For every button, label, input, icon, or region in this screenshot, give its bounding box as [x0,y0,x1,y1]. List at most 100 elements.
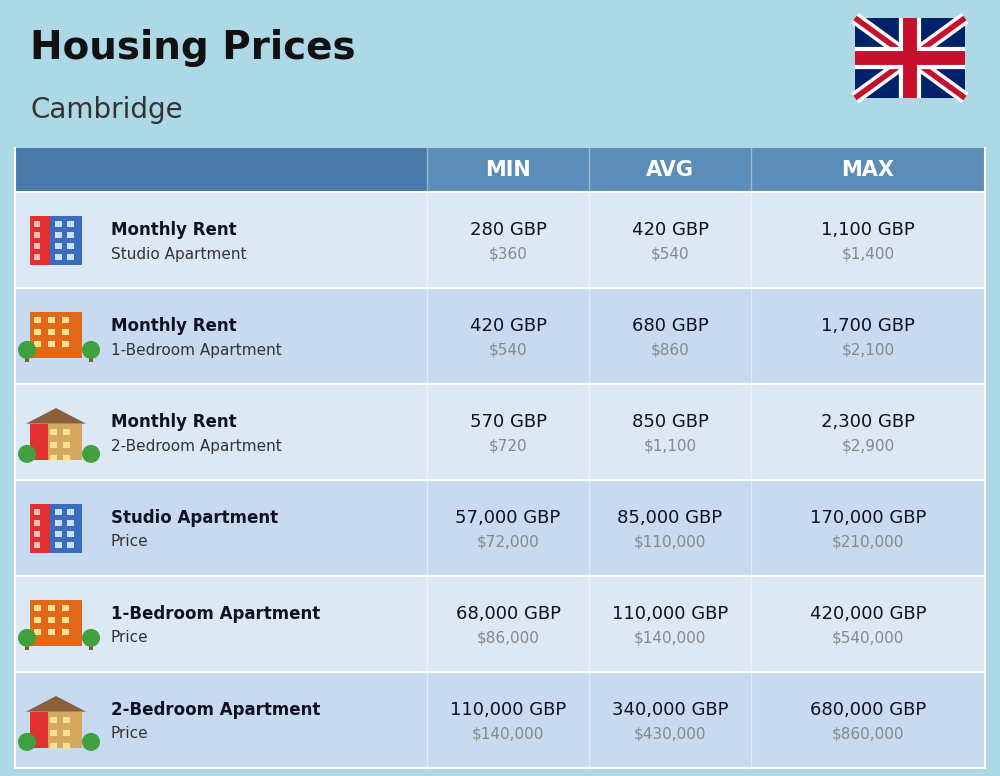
FancyBboxPatch shape [50,455,57,461]
FancyBboxPatch shape [62,629,69,635]
FancyBboxPatch shape [34,329,41,335]
Text: $540: $540 [651,247,689,262]
Circle shape [18,629,36,647]
Text: 110,000 GBP: 110,000 GBP [450,701,566,719]
Text: 1-Bedroom Apartment: 1-Bedroom Apartment [111,605,320,623]
Text: 420,000 GBP: 420,000 GBP [810,605,926,623]
Circle shape [82,445,100,463]
FancyBboxPatch shape [63,729,70,736]
FancyBboxPatch shape [30,424,82,460]
FancyBboxPatch shape [34,542,40,548]
FancyBboxPatch shape [15,576,985,672]
Text: 2-Bedroom Apartment: 2-Bedroom Apartment [111,438,282,453]
Text: Price: Price [111,726,149,742]
Text: $860: $860 [651,342,689,358]
Text: Monthly Rent: Monthly Rent [111,317,237,335]
FancyBboxPatch shape [55,542,62,548]
Text: $360: $360 [489,247,527,262]
FancyBboxPatch shape [30,712,82,748]
Circle shape [82,733,100,751]
Text: $86,000: $86,000 [477,630,539,646]
FancyBboxPatch shape [67,520,74,526]
Text: 57,000 GBP: 57,000 GBP [455,509,561,527]
FancyBboxPatch shape [67,531,74,537]
FancyBboxPatch shape [30,312,82,358]
Text: $1,100: $1,100 [643,438,697,453]
Text: MIN: MIN [485,160,531,180]
FancyBboxPatch shape [55,254,62,260]
Text: Cambridge: Cambridge [30,96,183,124]
Text: Studio Apartment: Studio Apartment [111,247,246,262]
FancyBboxPatch shape [50,743,57,749]
Text: Price: Price [111,535,149,549]
FancyBboxPatch shape [67,542,74,548]
Text: $860,000: $860,000 [832,726,904,742]
FancyBboxPatch shape [55,531,62,537]
Text: MAX: MAX [842,160,895,180]
FancyBboxPatch shape [34,243,40,249]
Text: $1,400: $1,400 [841,247,895,262]
FancyBboxPatch shape [48,329,55,335]
FancyBboxPatch shape [55,243,62,249]
FancyBboxPatch shape [50,428,57,435]
FancyBboxPatch shape [15,672,985,768]
Text: 680,000 GBP: 680,000 GBP [810,701,926,719]
FancyBboxPatch shape [30,216,82,265]
FancyBboxPatch shape [15,148,985,192]
FancyBboxPatch shape [34,232,40,238]
FancyBboxPatch shape [89,356,93,362]
FancyBboxPatch shape [55,520,62,526]
FancyBboxPatch shape [34,317,41,323]
FancyBboxPatch shape [50,717,57,722]
FancyBboxPatch shape [34,520,40,526]
FancyBboxPatch shape [30,504,82,553]
Circle shape [18,733,36,751]
Text: 2-Bedroom Apartment: 2-Bedroom Apartment [111,701,320,719]
Text: 68,000 GBP: 68,000 GBP [456,605,560,623]
Text: 85,000 GBP: 85,000 GBP [617,509,723,527]
Circle shape [82,341,100,359]
FancyBboxPatch shape [67,221,74,227]
Text: 850 GBP: 850 GBP [632,413,708,431]
Text: Studio Apartment: Studio Apartment [111,509,278,527]
FancyBboxPatch shape [34,221,40,227]
Text: 570 GBP: 570 GBP [470,413,546,431]
FancyBboxPatch shape [62,605,69,611]
Text: 170,000 GBP: 170,000 GBP [810,509,926,527]
FancyBboxPatch shape [62,317,69,323]
FancyBboxPatch shape [63,455,70,461]
FancyBboxPatch shape [30,712,48,748]
FancyBboxPatch shape [55,232,62,238]
FancyBboxPatch shape [67,243,74,249]
FancyBboxPatch shape [63,743,70,749]
Text: 1-Bedroom Apartment: 1-Bedroom Apartment [111,342,282,358]
FancyBboxPatch shape [55,221,62,227]
Text: 1,700 GBP: 1,700 GBP [821,317,915,335]
FancyBboxPatch shape [34,341,41,347]
FancyBboxPatch shape [48,629,55,635]
Text: $540,000: $540,000 [832,630,904,646]
FancyBboxPatch shape [15,148,97,192]
FancyBboxPatch shape [34,531,40,537]
FancyBboxPatch shape [34,617,41,623]
Text: $540: $540 [489,342,527,358]
FancyBboxPatch shape [50,442,57,448]
Polygon shape [26,696,86,712]
FancyBboxPatch shape [97,148,427,192]
Text: $2,900: $2,900 [841,438,895,453]
FancyBboxPatch shape [62,341,69,347]
Text: Monthly Rent: Monthly Rent [111,221,237,239]
Text: $140,000: $140,000 [472,726,544,742]
FancyBboxPatch shape [89,644,93,650]
Text: Monthly Rent: Monthly Rent [111,413,237,431]
FancyBboxPatch shape [63,428,70,435]
Circle shape [82,629,100,647]
FancyBboxPatch shape [67,509,74,515]
FancyBboxPatch shape [15,288,985,384]
FancyBboxPatch shape [25,356,29,362]
FancyBboxPatch shape [55,509,62,515]
Text: $2,100: $2,100 [841,342,895,358]
FancyBboxPatch shape [34,509,40,515]
FancyBboxPatch shape [30,424,48,460]
Text: 420 GBP: 420 GBP [470,317,546,335]
